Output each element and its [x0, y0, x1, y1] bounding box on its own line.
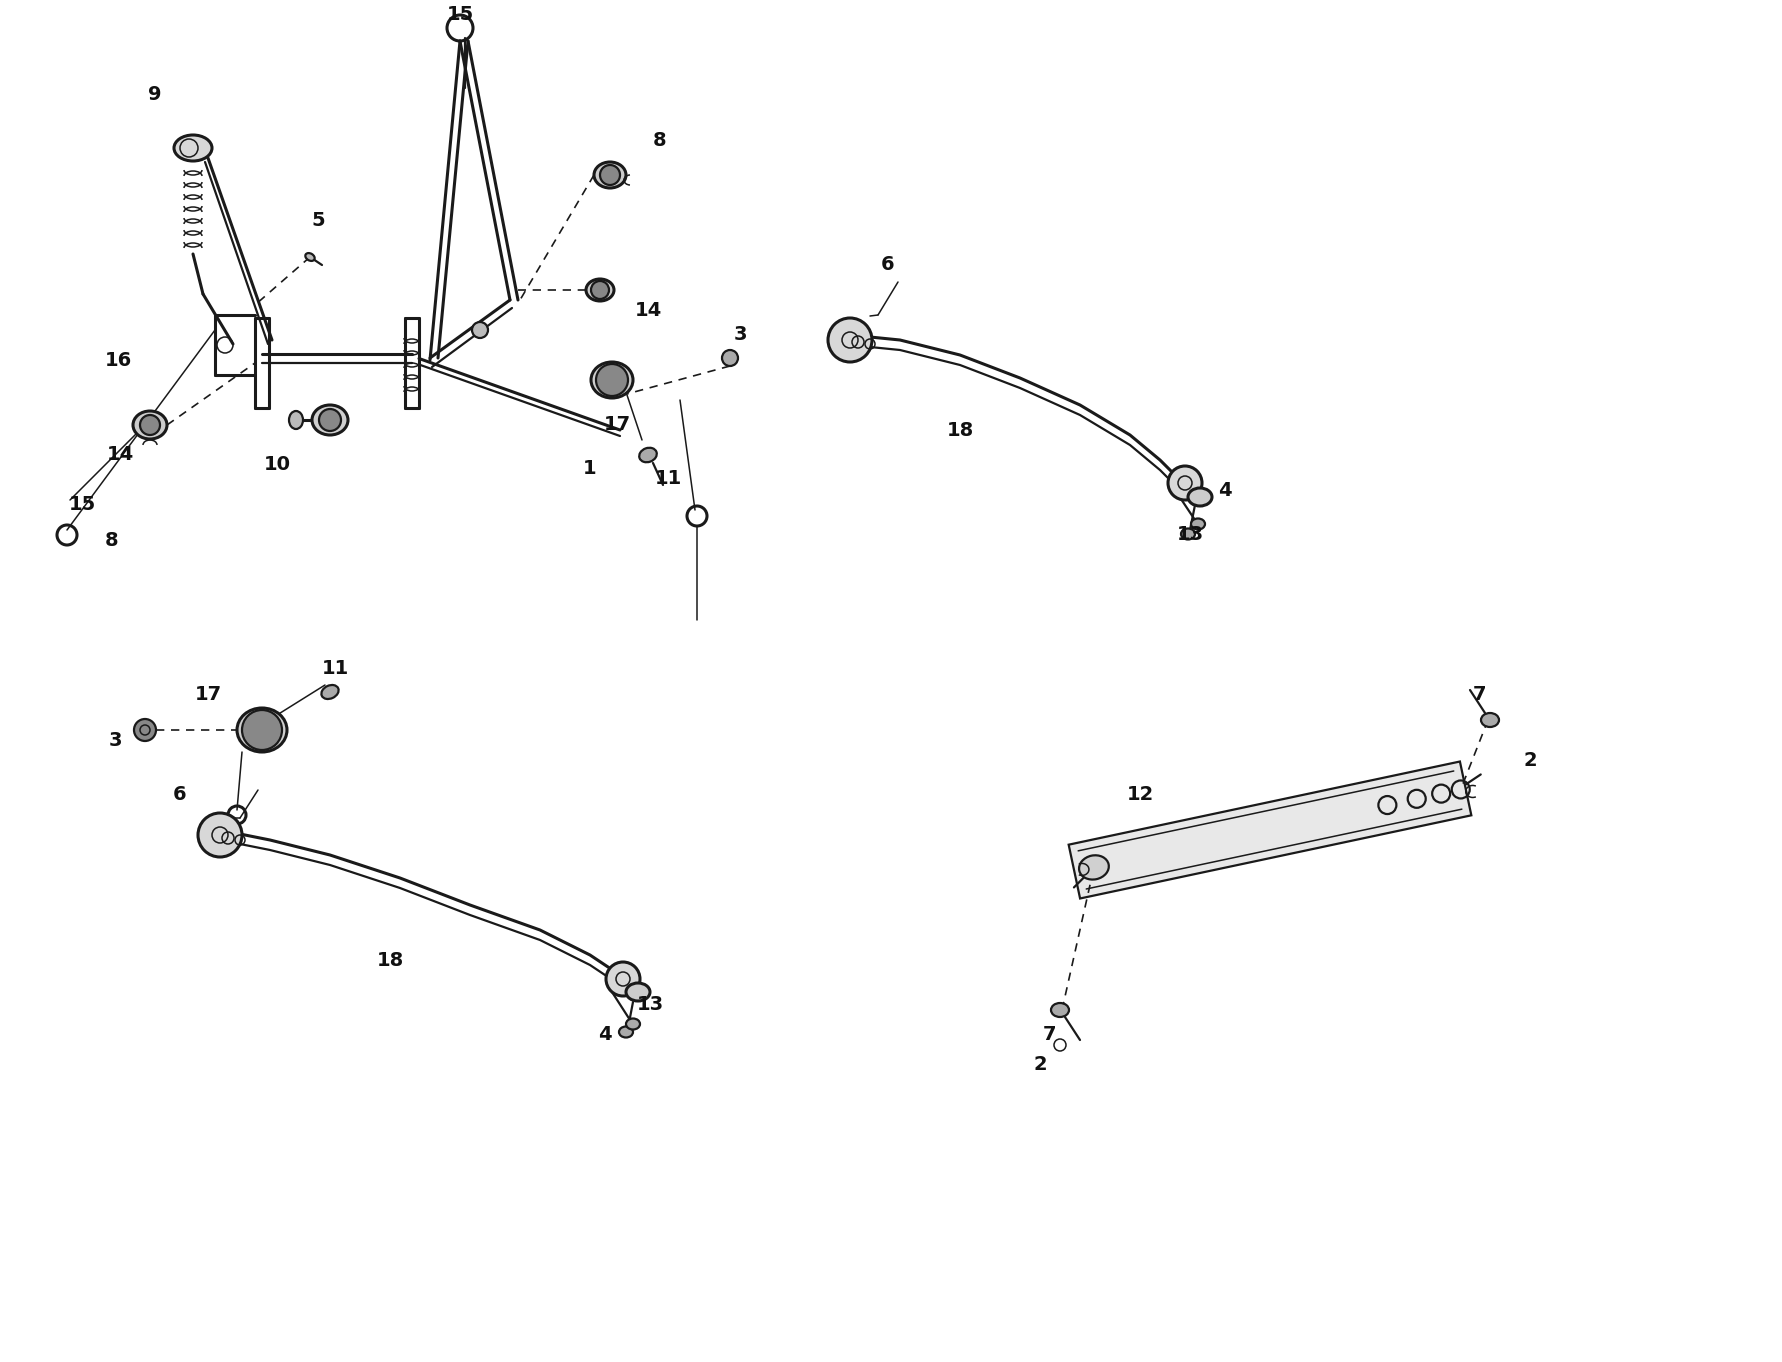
Ellipse shape — [305, 253, 315, 262]
Ellipse shape — [625, 1019, 640, 1030]
Ellipse shape — [1051, 1002, 1069, 1017]
Circle shape — [319, 409, 340, 430]
Ellipse shape — [1481, 712, 1499, 727]
Ellipse shape — [175, 135, 212, 161]
Circle shape — [472, 321, 488, 338]
Text: 17: 17 — [194, 685, 221, 704]
Ellipse shape — [1181, 528, 1196, 539]
Ellipse shape — [237, 708, 287, 752]
Text: 18: 18 — [946, 421, 973, 440]
Text: 6: 6 — [880, 256, 895, 275]
Text: 4: 4 — [599, 1026, 611, 1045]
Circle shape — [242, 710, 282, 750]
Text: 13: 13 — [1176, 526, 1203, 545]
Ellipse shape — [586, 279, 615, 301]
Text: 9: 9 — [148, 86, 162, 105]
Ellipse shape — [640, 448, 658, 462]
Text: 15: 15 — [68, 496, 96, 515]
Ellipse shape — [289, 411, 303, 429]
Text: 10: 10 — [264, 455, 290, 474]
Circle shape — [829, 317, 871, 362]
Text: 14: 14 — [107, 445, 134, 464]
Text: 16: 16 — [105, 350, 132, 369]
Text: 8: 8 — [105, 531, 119, 549]
Text: 2: 2 — [1524, 750, 1536, 770]
Ellipse shape — [625, 983, 650, 1001]
Text: 14: 14 — [634, 301, 661, 320]
Ellipse shape — [1189, 488, 1212, 507]
Ellipse shape — [1190, 519, 1205, 530]
Circle shape — [595, 364, 627, 396]
Circle shape — [141, 415, 160, 434]
Text: 7: 7 — [1042, 1026, 1057, 1045]
Circle shape — [134, 719, 157, 741]
Text: 13: 13 — [636, 996, 663, 1015]
Text: 2: 2 — [1034, 1056, 1046, 1075]
Circle shape — [1167, 466, 1203, 500]
Ellipse shape — [134, 411, 168, 439]
Ellipse shape — [312, 405, 347, 434]
Ellipse shape — [592, 362, 633, 398]
Text: 12: 12 — [1126, 786, 1153, 805]
Circle shape — [198, 813, 242, 857]
Text: 5: 5 — [312, 211, 324, 230]
Text: 18: 18 — [376, 951, 405, 970]
Text: 17: 17 — [604, 415, 631, 434]
Ellipse shape — [1080, 855, 1108, 880]
Text: 3: 3 — [732, 326, 747, 345]
Ellipse shape — [321, 685, 339, 699]
Text: 6: 6 — [173, 786, 187, 805]
Text: 3: 3 — [109, 730, 121, 749]
Circle shape — [722, 350, 738, 366]
Text: 11: 11 — [321, 658, 349, 677]
Ellipse shape — [618, 1027, 633, 1038]
Text: 4: 4 — [1219, 481, 1231, 500]
Text: 7: 7 — [1474, 685, 1486, 704]
Text: 8: 8 — [654, 131, 666, 150]
Circle shape — [592, 281, 609, 300]
Text: 1: 1 — [583, 459, 597, 478]
Polygon shape — [1069, 761, 1472, 899]
Circle shape — [606, 962, 640, 996]
Circle shape — [601, 165, 620, 185]
Ellipse shape — [593, 162, 625, 188]
Text: 15: 15 — [446, 5, 474, 25]
Text: 11: 11 — [654, 469, 683, 488]
